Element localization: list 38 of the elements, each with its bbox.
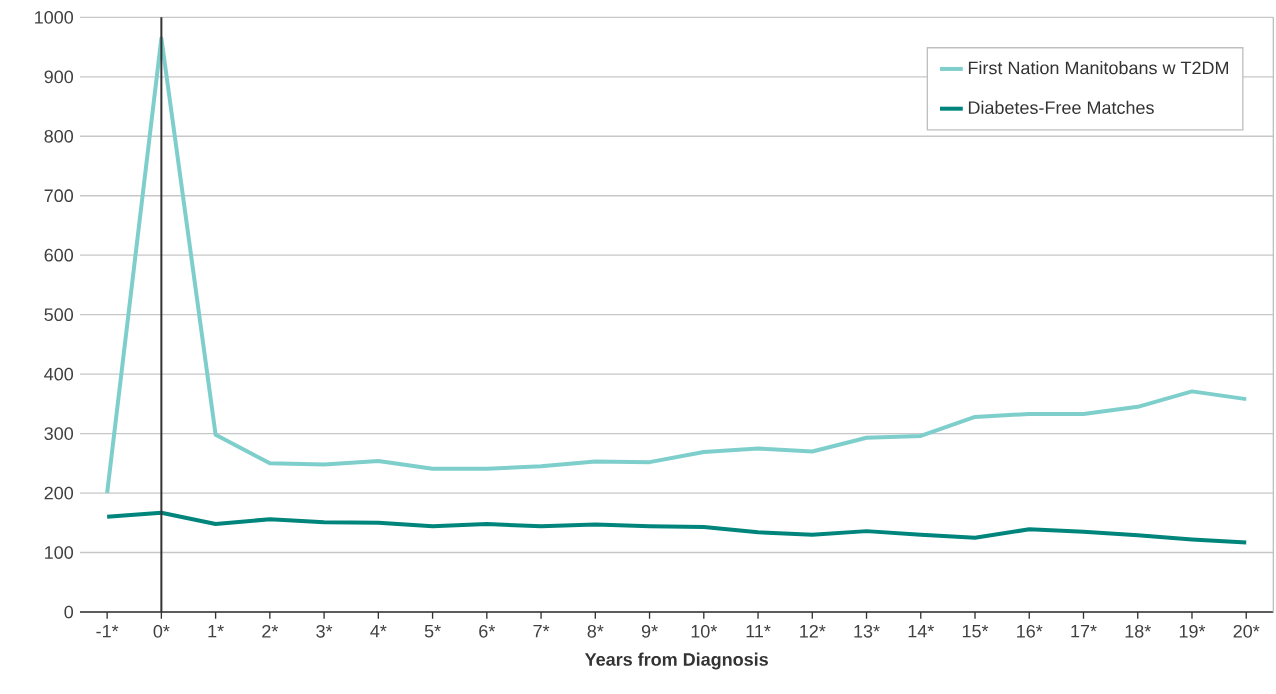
x-tick-label: 14* — [908, 624, 934, 638]
x-tick-label: 0* — [153, 624, 170, 638]
x-tick-label: 13* — [854, 624, 880, 638]
y-tick-label: 900 — [44, 70, 74, 84]
x-tick-label: 1* — [208, 624, 224, 638]
x-tick-label: 6* — [479, 624, 496, 638]
x-tick-label: 16* — [1017, 624, 1043, 638]
x-tick-label: 8* — [587, 624, 604, 638]
y-tick-label: 600 — [44, 248, 74, 262]
x-tick-label: 10* — [691, 624, 718, 638]
y-tick-label: 1000 — [35, 10, 74, 24]
x-tick-label: 7* — [533, 624, 550, 638]
y-tick-label: 800 — [44, 129, 74, 143]
y-tick-label: 500 — [44, 308, 74, 322]
legend-label: First Nation Manitobans w T2DM — [968, 61, 1229, 75]
x-tick-label: 3* — [316, 624, 333, 638]
line-series — [105, 36, 1249, 496]
y-tick-label: 300 — [44, 427, 74, 440]
y-tick-label: 200 — [44, 486, 74, 500]
x-axis-title: Years from Diagnosis — [584, 652, 768, 670]
x-tick-label: 12* — [800, 624, 826, 638]
y-tick-label: 400 — [44, 367, 74, 381]
legend-label: Diabetes-Free Matches — [968, 100, 1154, 115]
x-tick-label: 11* — [746, 624, 771, 638]
line-series — [105, 510, 1249, 545]
x-tick-label: 5* — [424, 624, 441, 638]
x-tick-label: 2* — [262, 624, 279, 638]
y-tick-label: 0 — [64, 605, 74, 619]
x-tick-label: 18* — [1125, 624, 1151, 638]
x-tick-label: 20* — [1233, 624, 1260, 638]
y-tick-label: 100 — [45, 546, 74, 559]
x-tick-label: -1* — [96, 624, 119, 638]
x-tick-label: 19* — [1179, 624, 1206, 638]
x-tick-label: 9* — [641, 624, 658, 638]
y-tick-label: 700 — [44, 189, 74, 203]
x-tick-label: 4* — [370, 624, 387, 638]
x-tick-label: 17* — [1071, 624, 1097, 638]
x-tick-label: 15* — [962, 624, 989, 638]
